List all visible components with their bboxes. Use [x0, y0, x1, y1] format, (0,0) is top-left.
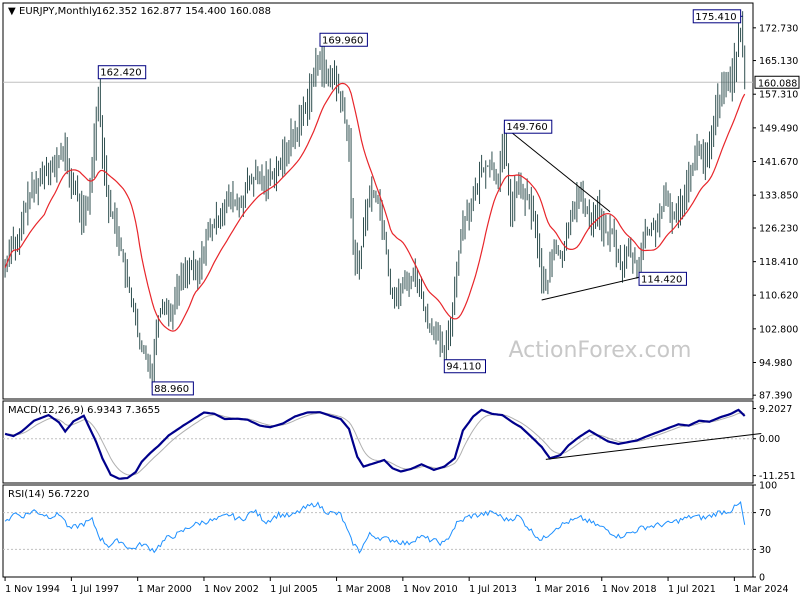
rsi-tick-label-0: 100: [759, 481, 777, 492]
x-tick-label-9: 1 Nov 2018: [602, 584, 657, 595]
chart-title-arrow-icon[interactable]: ▼: [8, 6, 16, 17]
watermark: ActionForex.com: [509, 338, 692, 363]
last-price-badge: [754, 75, 800, 89]
x-tick-label-1: 1 Jul 1997: [71, 584, 119, 595]
x-tick-label-8: 1 Mar 2016: [535, 584, 589, 595]
annotation-label-0: 162.420: [100, 68, 141, 79]
annotation-box-2: [319, 32, 368, 47]
annotation-label-6: 175.410: [695, 12, 736, 23]
rsi-tick-label-2: 30: [759, 545, 771, 556]
macd-tick-label-1: 0.00: [759, 434, 780, 445]
price-tick-label-3: 149.490: [759, 123, 798, 134]
price-tick-label-8: 110.620: [759, 291, 798, 302]
rsi-tick-label-3: 0: [759, 573, 765, 584]
axis-layer: 172.730 165.130 157.310 149.490 141.670 133.8…: [4, 23, 800, 595]
macd-main-line: [4, 408, 746, 480]
annotation-label-1: 88.960: [154, 384, 189, 395]
moving-average-line: [4, 82, 746, 332]
ohlc-readout: 162.352 162.877 154.400 160.088: [96, 6, 271, 17]
price-tick-label-11: 87.390: [759, 391, 792, 402]
price-tick-label-2: 157.310: [759, 90, 798, 101]
macd-label: MACD(12,26,9) 6.9343 7.3655: [8, 405, 160, 416]
price-tick-label-7: 118.410: [759, 257, 798, 268]
x-tick-label-10: 1 Jul 2021: [668, 584, 716, 595]
x-tick-label-11: 1 Mar 2024: [734, 584, 788, 595]
x-tick-label-0: 1 Nov 1994: [5, 584, 60, 595]
macd-layer: [3, 408, 762, 480]
price-tick-label-1: 165.130: [759, 56, 798, 67]
macd-signal-line: [5, 412, 745, 476]
annotation-label-2: 169.960: [322, 35, 363, 46]
x-tick-label-4: 1 Jul 2005: [270, 584, 318, 595]
price-tick-label-9: 102.800: [759, 324, 798, 335]
x-tick-label-7: 1 Jul 2013: [469, 584, 517, 595]
rsi-panel-frame: [2, 484, 754, 578]
last-price-label: 160.088: [758, 78, 797, 89]
price-tick-label-4: 141.670: [759, 157, 798, 168]
price-tick-label-6: 126.230: [759, 223, 798, 234]
price-layer: 162.420 88.960 169.960 94.110 149.760 114.420…: [3, 9, 753, 396]
annotation-box-1: [151, 381, 194, 396]
price-trendline-1: [541, 272, 658, 301]
annotation-label-3: 94.110: [446, 362, 481, 373]
x-tick-label-5: 1 Mar 2008: [337, 584, 391, 595]
price-tick-label-5: 133.850: [759, 191, 798, 202]
annotation-box-5: [638, 271, 687, 286]
rsi-tick-label-1: 70: [759, 508, 771, 519]
annotation-box-3: [443, 359, 486, 374]
rsi-layer: [3, 500, 753, 554]
candles: [4, 11, 746, 389]
macd-tick-label-0: 9.2027: [759, 404, 792, 415]
rsi-label: RSI(14) 56.7220: [8, 489, 89, 500]
price-trendline-0: [504, 126, 611, 213]
x-tick-label-3: 1 Nov 2002: [204, 584, 259, 595]
macd-tick-label-2: -11.251: [759, 471, 796, 482]
price-tick-label-0: 172.730: [759, 23, 798, 34]
symbol-label: EURJPY,Monthly: [19, 6, 98, 17]
annotation-label-5: 114.420: [641, 274, 682, 285]
macd-trendline: [545, 432, 762, 460]
annotation-box-6: [692, 9, 742, 24]
price-tick-label-10: 94.980: [759, 358, 792, 369]
x-tick-label-6: 1 Nov 2010: [403, 584, 458, 595]
annotation-label-4: 149.760: [506, 122, 547, 133]
annotation-box-0: [97, 65, 147, 80]
x-tick-label-2: 1 Mar 2000: [138, 584, 192, 595]
annotation-box-4: [503, 119, 553, 134]
rsi-line: [4, 500, 746, 554]
